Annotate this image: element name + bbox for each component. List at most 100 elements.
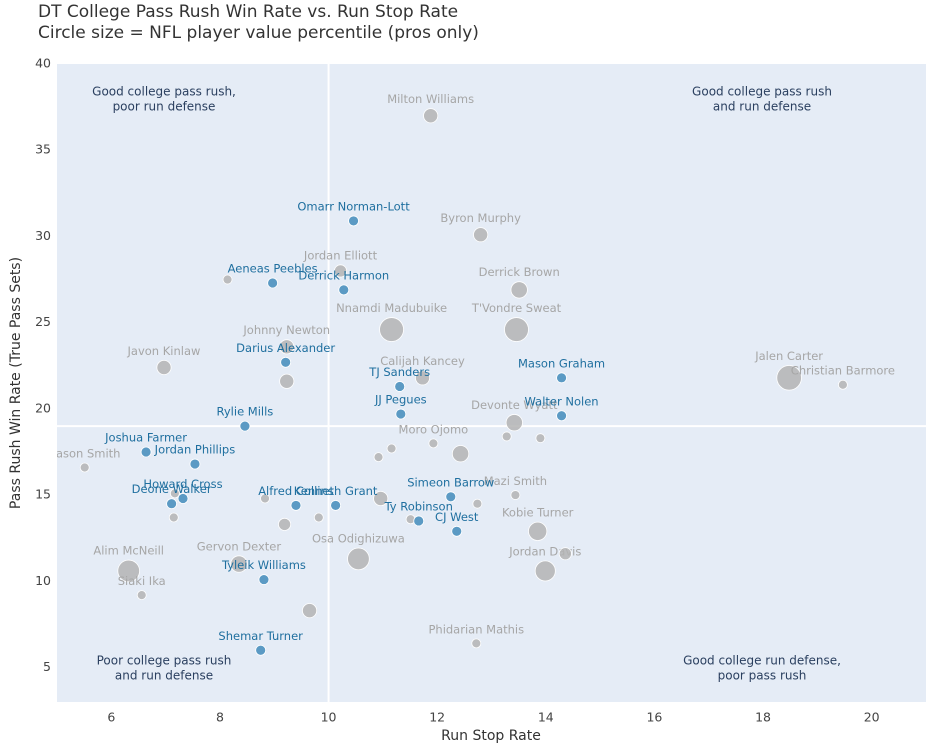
point-label: Rylie Mills: [217, 405, 274, 419]
point: [504, 317, 529, 342]
point: [348, 215, 359, 227]
y-tick-label: 5: [43, 659, 51, 674]
point: [386, 443, 397, 454]
point-label: Derrick Brown: [479, 265, 560, 279]
quadrant-annotation: Good college run defense,: [683, 654, 841, 668]
x-tick-label: 6: [107, 710, 115, 725]
point-label: Jordan Elliott: [303, 248, 378, 262]
point-label: Siaki Ika: [118, 574, 166, 588]
point: [373, 452, 384, 463]
point: [471, 638, 482, 649]
point-label: Mason Graham: [518, 356, 605, 370]
point: [428, 438, 439, 449]
point: [558, 547, 572, 561]
x-tick-label: 14: [538, 710, 554, 725]
point: [451, 525, 463, 537]
point: [837, 379, 848, 390]
point: [189, 458, 201, 470]
point: [776, 365, 802, 391]
point-label: Byron Murphy: [440, 211, 521, 225]
point: [168, 512, 179, 523]
point-label: Kobie Turner: [502, 506, 574, 520]
point: [302, 603, 318, 619]
chart-subtitle: Circle size = NFL player value percentil…: [38, 23, 479, 43]
point: [258, 574, 270, 585]
point: [290, 500, 302, 511]
y-tick-label: 20: [35, 400, 51, 415]
x-tick-label: 18: [755, 710, 771, 725]
y-tick-label: 10: [35, 573, 51, 588]
point: [156, 359, 172, 376]
point: [239, 420, 251, 432]
point: [445, 491, 457, 503]
point-label: Derrick Harmon: [298, 268, 389, 282]
quadrant-annotation: Poor college pass rush: [97, 654, 232, 668]
point-label: Devonte Wyatt: [471, 398, 558, 412]
point-label: Shemar Turner: [218, 629, 303, 643]
point: [423, 108, 439, 124]
point-label: aason Smith: [49, 446, 121, 460]
point-label: JJ Pegues: [374, 393, 427, 407]
point: [413, 515, 425, 527]
point-label: Mazi Smith: [484, 474, 547, 488]
point: [415, 370, 431, 386]
point-label: Ty Robinson: [384, 499, 453, 513]
point: [79, 462, 90, 473]
point-label: Tyleik Williams: [221, 558, 306, 572]
y-tick-label: 25: [35, 314, 51, 329]
point-label: Howard Cross: [143, 477, 222, 491]
point-label: Johnny Newton: [242, 323, 330, 337]
x-tick-label: 10: [321, 710, 337, 725]
point: [267, 277, 279, 289]
point-label: Javon Kinlaw: [127, 344, 201, 358]
y-tick-label: 30: [35, 228, 51, 243]
point: [166, 498, 177, 510]
point-label: Nnamdi Madubuike: [336, 301, 447, 315]
x-tick-label: 20: [864, 710, 880, 725]
point: [473, 227, 489, 243]
point: [472, 498, 483, 509]
quadrant-annotation: and run defense: [713, 100, 811, 114]
point-label: Gervon Dexter: [197, 539, 282, 553]
quadrant-annotation: and run defense: [115, 669, 213, 683]
point-label: Omarr Norman-Lott: [297, 199, 410, 213]
y-axis-title: Pass Rush Win Rate (True Pass Sets): [8, 257, 24, 509]
point: [169, 488, 180, 499]
point: [395, 408, 407, 420]
point: [140, 446, 152, 458]
point: [255, 644, 267, 656]
point: [136, 590, 147, 600]
chart-title: DT College Pass Rush Win Rate vs. Run St…: [38, 2, 458, 22]
x-tick-label: 16: [646, 710, 662, 725]
point: [501, 431, 512, 442]
point: [279, 373, 295, 389]
point: [117, 559, 140, 583]
point-label: Moro Ojomo: [399, 422, 469, 436]
point-label: Osa Odighizuwa: [312, 532, 405, 546]
point: [535, 433, 546, 444]
point: [534, 560, 556, 582]
point-label: Darius Alexander: [236, 341, 335, 355]
point-label: Phidarian Mathis: [428, 622, 524, 636]
point: [313, 512, 324, 523]
point: [222, 274, 233, 285]
points: Milton Williams Byron Murphy Jordan Elliot…: [49, 92, 895, 656]
point-label: T'Vondre Sweat: [471, 301, 562, 315]
point: [394, 381, 406, 392]
point-label: Aeneas Peebles: [228, 261, 318, 275]
point: [230, 555, 248, 573]
point-label: Milton Williams: [387, 92, 474, 106]
point: [260, 493, 270, 504]
point: [279, 339, 295, 355]
point: [338, 284, 350, 296]
point-label: Walter Nolen: [525, 394, 599, 408]
x-tick-label: 8: [216, 710, 224, 725]
point: [510, 490, 521, 500]
quadrant-annotation: poor run defense: [113, 100, 216, 114]
point-label: Jordan Phillips: [154, 443, 236, 457]
point: [347, 547, 370, 571]
point-label: Jalen Carter: [754, 349, 823, 363]
point: [280, 356, 292, 368]
